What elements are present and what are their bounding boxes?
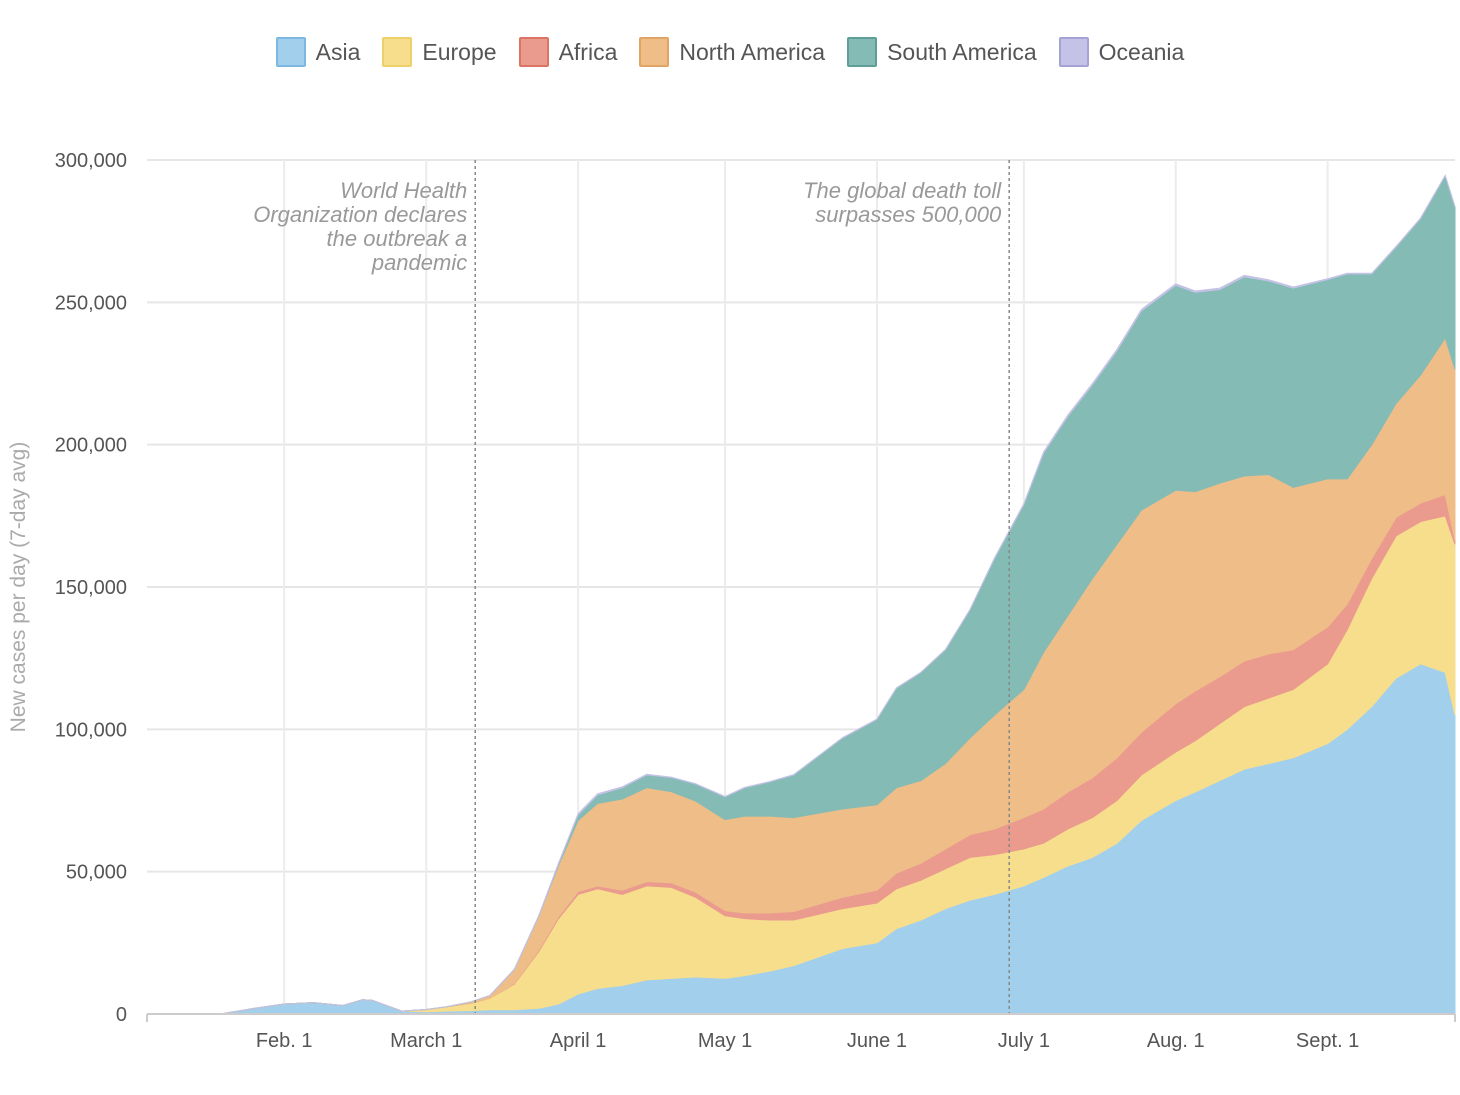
legend-swatch [1058,37,1089,67]
legend-swatch [518,37,549,67]
legend-label: North America [679,38,826,65]
x-tick-label: April 1 [550,1030,607,1052]
y-tick-label: 50,000 [66,862,127,884]
legend-item-north-america: North America [639,37,825,67]
legend-label: Asia [315,38,361,65]
annotation-text: surpasses 500,000 [815,202,1002,227]
y-tick-label: 0 [116,1004,127,1026]
annotation-text: The global death toll [803,178,1002,203]
area-oceania [147,174,1456,1015]
legend-item-oceania: Oceania [1058,37,1185,67]
annotation-text: pandemic [371,250,467,275]
x-tick-label: Feb. 1 [256,1030,313,1052]
legend-item-europe: Europe [382,37,497,67]
annotation-text: Organization declares [253,202,467,227]
legend-swatch [639,37,670,67]
legend-label: Africa [558,38,618,65]
x-tick-label: July 1 [998,1030,1050,1052]
legend-swatch [847,37,878,67]
x-tick-label: June 1 [847,1030,907,1052]
annotation-text: World Health [340,178,467,203]
y-axis-title: New cases per day (7-day avg) [7,442,30,733]
x-tick-label: May 1 [698,1030,752,1052]
y-tick-label: 100,000 [55,719,127,741]
legend-label: Oceania [1098,38,1185,65]
x-tick-label: Aug. 1 [1147,1030,1205,1052]
y-tick-label: 300,000 [55,150,127,172]
chart-legend: Asia Europe Africa North America South Ameri… [0,32,1460,72]
y-tick-label: 150,000 [55,577,127,599]
y-tick-label: 250,000 [55,292,127,314]
area-series [147,174,1456,1015]
x-tick-label: March 1 [390,1030,462,1052]
annotation-text: the outbreak a [327,226,468,251]
legend-swatch [382,37,413,67]
legend-swatch [275,37,306,67]
x-tick-label: Sept. 1 [1296,1030,1359,1052]
legend-label: South America [887,38,1037,65]
axes: 0 50,000 100,000 150,000 200,000 250,000 300,0… [7,150,1456,1052]
legend-label: Europe [422,38,497,65]
legend-item-africa: Africa [518,37,618,67]
legend-item-south-america: South America [847,37,1037,67]
y-tick-label: 200,000 [55,435,127,457]
legend-item-asia: Asia [275,37,361,67]
